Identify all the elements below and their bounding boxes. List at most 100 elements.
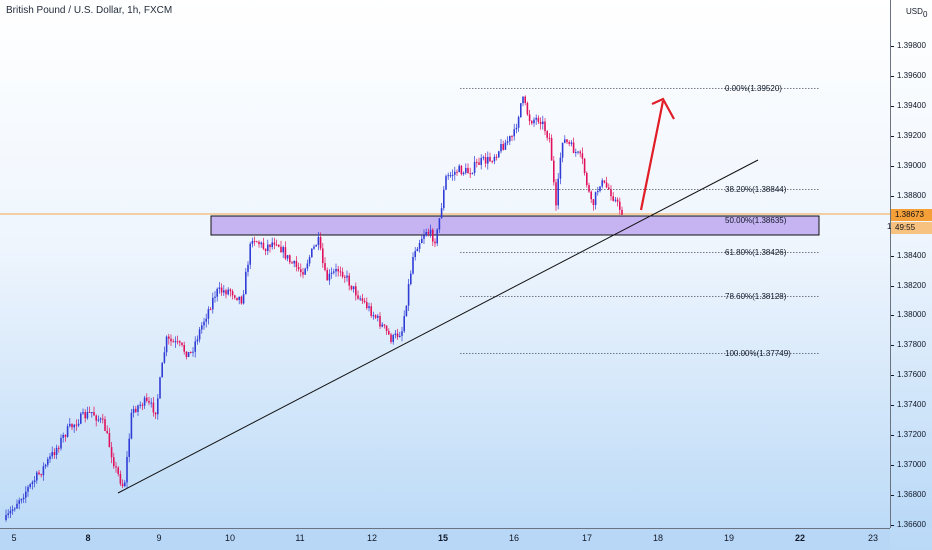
candle-body bbox=[161, 362, 163, 378]
candle-body bbox=[610, 189, 612, 197]
chart-title: British Pound / U.S. Dollar, 1h, FXCM bbox=[6, 5, 173, 16]
candle-body bbox=[207, 309, 210, 319]
candle-body bbox=[163, 352, 166, 363]
price-tick-mark bbox=[891, 375, 894, 377]
candle-body bbox=[295, 260, 298, 268]
candle-body bbox=[319, 237, 322, 249]
candle-body bbox=[590, 191, 592, 200]
candle-body bbox=[108, 433, 111, 448]
support-resistance-zone[interactable] bbox=[210, 215, 820, 236]
candle-body bbox=[229, 289, 232, 292]
candle-body bbox=[20, 499, 23, 501]
candle-body bbox=[603, 180, 606, 183]
candle-body bbox=[124, 482, 126, 487]
candle-body bbox=[278, 245, 280, 247]
candle-body bbox=[242, 294, 245, 304]
candle-body bbox=[592, 199, 595, 206]
candle-body bbox=[168, 336, 170, 339]
candle-body bbox=[526, 102, 529, 115]
time-tick-label: 19 bbox=[723, 533, 735, 543]
candle-body bbox=[504, 142, 507, 150]
candle-body bbox=[223, 290, 225, 293]
candle-body bbox=[183, 345, 185, 352]
candle-body bbox=[443, 189, 445, 209]
price-tick-label: 1.38000 bbox=[897, 310, 926, 320]
candle-body bbox=[465, 167, 467, 173]
candle-body bbox=[374, 315, 377, 318]
candle-body bbox=[489, 157, 491, 162]
candle-body bbox=[407, 284, 410, 306]
candle-body bbox=[352, 286, 355, 290]
candle-body bbox=[234, 295, 236, 298]
candle-body bbox=[612, 196, 614, 201]
price-tick-mark bbox=[891, 315, 894, 317]
candle-body bbox=[399, 335, 401, 337]
candle-body bbox=[227, 289, 229, 295]
candle-body bbox=[143, 397, 146, 406]
price-tick-label: 1.39200 bbox=[897, 130, 926, 140]
candle-body bbox=[33, 480, 36, 483]
candle-body bbox=[337, 268, 339, 272]
trendline[interactable] bbox=[117, 159, 759, 494]
candle-body bbox=[62, 434, 64, 438]
candle-body bbox=[300, 269, 302, 273]
candle-body bbox=[275, 244, 278, 246]
candle-body bbox=[86, 412, 89, 419]
candle-body bbox=[447, 175, 449, 177]
candle-body bbox=[121, 483, 124, 487]
candle-body bbox=[308, 257, 311, 264]
candle-body bbox=[396, 333, 399, 337]
candle-body bbox=[71, 423, 73, 428]
candle-body bbox=[599, 186, 601, 191]
candle-body bbox=[135, 408, 137, 412]
candle-body bbox=[601, 180, 603, 187]
price-tick-mark bbox=[891, 525, 894, 526]
candle-body bbox=[16, 503, 18, 509]
candle-body bbox=[537, 117, 540, 122]
candle-body bbox=[264, 248, 267, 251]
candle-body bbox=[212, 297, 214, 310]
candle-body bbox=[522, 96, 524, 104]
candle-body bbox=[95, 415, 97, 421]
candle-body bbox=[449, 175, 452, 177]
candle-body bbox=[427, 231, 430, 234]
price-axis[interactable]: USD 0 1.39800 1.39600 1.39400 1.39200 1.3900… bbox=[887, 0, 932, 529]
candle-body bbox=[286, 255, 289, 259]
price-chart[interactable] bbox=[0, 0, 890, 528]
candle-body bbox=[568, 142, 570, 144]
price-tick-label: 1.39400 bbox=[897, 100, 926, 110]
candle-body bbox=[333, 271, 335, 273]
candle-body bbox=[570, 142, 573, 144]
time-axis[interactable]: 5 8 9 10 11 12 15 16 17 18 19 22 23 bbox=[0, 528, 890, 550]
candle-body bbox=[293, 260, 295, 264]
candle-body bbox=[311, 248, 313, 258]
candle-body bbox=[456, 171, 458, 173]
candle-body bbox=[80, 413, 82, 424]
candle-body bbox=[577, 151, 579, 153]
candle-body bbox=[181, 342, 183, 346]
forecast-arrow[interactable] bbox=[639, 97, 675, 211]
price-tick-label: 1.37000 bbox=[897, 460, 926, 470]
candle-body bbox=[44, 464, 47, 467]
price-tick-label: 1.37200 bbox=[897, 430, 926, 440]
candle-body bbox=[97, 419, 100, 421]
candle-body bbox=[119, 473, 122, 484]
candle-body bbox=[546, 131, 548, 138]
candle-body bbox=[137, 405, 139, 412]
candle-body bbox=[102, 418, 104, 420]
candle-body bbox=[440, 208, 443, 219]
candle-body bbox=[25, 491, 27, 498]
price-tick-mark bbox=[891, 345, 894, 347]
candle-body bbox=[53, 452, 56, 455]
candle-body bbox=[40, 474, 42, 476]
time-tick-label: 9 bbox=[156, 533, 162, 543]
candle-body bbox=[141, 404, 144, 406]
candle-body bbox=[317, 237, 320, 245]
bar-countdown: 49:55 bbox=[891, 222, 932, 234]
candle-body bbox=[462, 172, 465, 175]
candle-body bbox=[315, 244, 317, 247]
candle-body bbox=[225, 290, 227, 295]
candle-body bbox=[73, 424, 75, 428]
candlestick-series bbox=[5, 95, 623, 522]
